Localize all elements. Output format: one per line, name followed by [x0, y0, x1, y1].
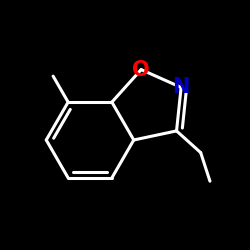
- Text: N: N: [172, 78, 190, 98]
- Text: O: O: [132, 60, 150, 80]
